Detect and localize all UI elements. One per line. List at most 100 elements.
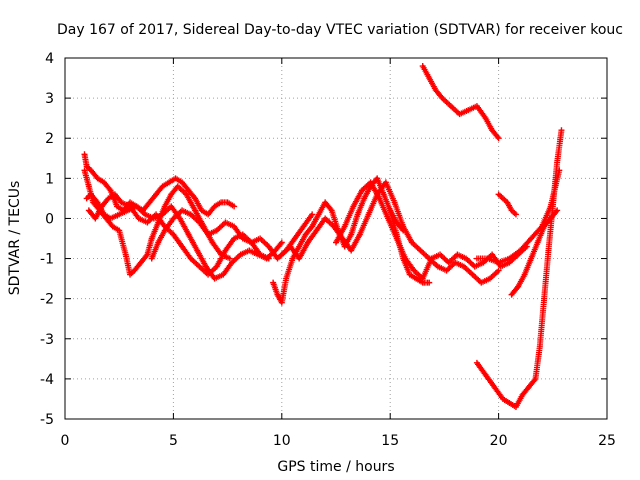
series-arc-9 <box>387 207 433 286</box>
data-point <box>391 199 398 206</box>
data-point <box>473 103 480 110</box>
grid-lines <box>65 58 607 419</box>
data-point <box>196 219 203 226</box>
data-point <box>274 291 281 298</box>
data-point <box>512 211 519 218</box>
plot-frame <box>64 57 608 420</box>
data-point <box>92 215 99 222</box>
data-point <box>209 239 216 246</box>
data-point <box>185 187 192 194</box>
data-point <box>81 151 88 158</box>
data-point <box>131 267 138 274</box>
data-point <box>348 231 355 238</box>
data-point <box>161 227 168 234</box>
data-point <box>547 203 554 210</box>
data-point <box>482 115 489 122</box>
data-point <box>313 227 320 234</box>
data-point <box>300 223 307 230</box>
x-tick-label: 25 <box>598 433 616 449</box>
data-point <box>484 255 491 262</box>
data-point <box>85 183 92 190</box>
data-point <box>168 191 175 198</box>
data-point <box>148 255 155 262</box>
series-arc-7 <box>278 179 502 286</box>
data-point <box>239 235 246 242</box>
data-point <box>374 175 381 182</box>
data-point <box>534 239 541 246</box>
series-arc-1 <box>81 151 238 218</box>
data-point <box>114 203 121 210</box>
data-point <box>116 211 123 218</box>
data-point <box>296 255 303 262</box>
data-point <box>205 231 212 238</box>
data-point <box>257 235 264 242</box>
x-tick-label: 10 <box>273 433 291 449</box>
data-point <box>512 403 519 410</box>
data-point <box>495 191 502 198</box>
data-point <box>456 111 463 118</box>
data-point <box>153 211 160 218</box>
data-point <box>465 107 472 114</box>
data-point <box>417 247 424 254</box>
data-point <box>471 263 478 270</box>
series-band <box>86 192 271 277</box>
data-point <box>220 271 227 278</box>
data-point <box>419 279 426 286</box>
data-point <box>437 251 444 258</box>
data-point <box>519 391 526 398</box>
data-point <box>135 215 142 222</box>
series-band <box>420 64 501 140</box>
data-point <box>183 191 190 198</box>
data-point <box>174 183 181 190</box>
data-point <box>302 231 309 238</box>
data-point <box>270 279 277 286</box>
data-point <box>528 255 535 262</box>
data-point <box>107 215 114 222</box>
data-point <box>447 103 454 110</box>
y-tick-label: -4 <box>40 372 54 388</box>
y-tick-label: -2 <box>40 292 54 308</box>
y-axis-label: SDTVAR / TECUs <box>7 181 23 296</box>
data-point <box>118 199 125 206</box>
data-point <box>556 167 563 174</box>
data-point <box>196 263 203 270</box>
data-point <box>443 267 450 274</box>
data-point <box>495 267 502 274</box>
data-point <box>495 259 502 266</box>
data-point <box>107 187 114 194</box>
data-point <box>205 271 212 278</box>
data-point <box>179 179 186 186</box>
data-point <box>499 195 506 202</box>
data-point <box>445 259 452 266</box>
data-point <box>127 271 134 278</box>
data-point <box>541 295 548 302</box>
series-band <box>475 129 565 409</box>
data-point <box>192 195 199 202</box>
data-point <box>94 199 101 206</box>
data-point <box>289 255 296 262</box>
series-arc-11 <box>495 191 519 218</box>
data-point <box>246 247 253 254</box>
data-point <box>354 211 361 218</box>
data-point <box>101 211 108 218</box>
data-point <box>432 87 439 94</box>
data-point <box>554 159 561 166</box>
data-point <box>283 275 290 282</box>
data-point <box>506 255 513 262</box>
data-point <box>155 239 162 246</box>
data-point <box>218 199 225 206</box>
data-point <box>257 251 264 258</box>
y-tick-label: -3 <box>40 332 54 348</box>
data-point <box>473 359 480 366</box>
data-point <box>304 239 311 246</box>
data-point <box>478 279 485 286</box>
data-point <box>168 203 175 210</box>
data-point <box>278 299 285 306</box>
data-point <box>228 259 235 266</box>
data-point <box>538 223 545 230</box>
data-point <box>330 223 337 230</box>
data-point <box>486 275 493 282</box>
data-point <box>159 183 166 190</box>
data-point <box>153 191 160 198</box>
